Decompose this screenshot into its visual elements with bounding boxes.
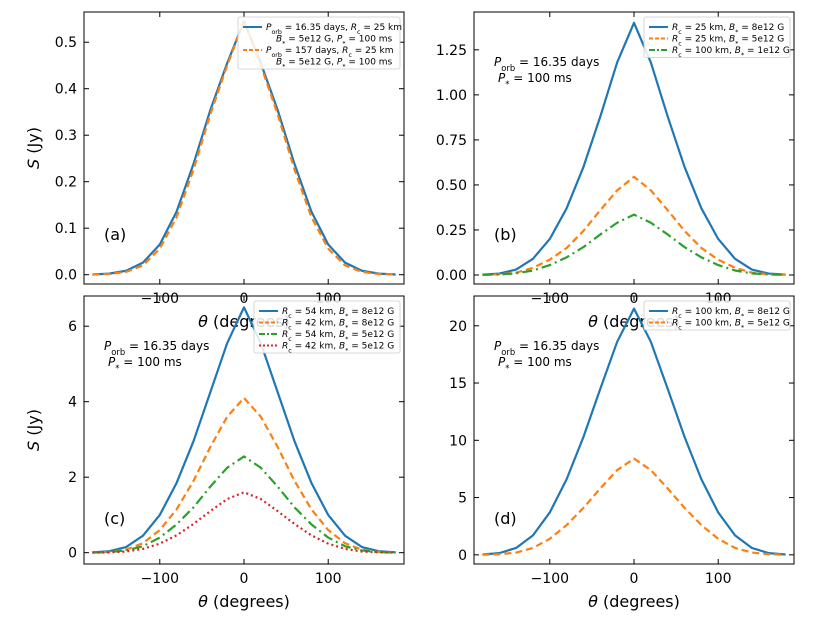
legend: Rc = 100 km, B* = 8e12 GRc = 100 km, B* … [643, 300, 791, 332]
x-tick-label: −100 [531, 571, 569, 587]
legend-entry: Rc = 42 km, B* = 5e12 G [282, 342, 394, 355]
y-tick-label: 0 [68, 546, 77, 562]
y-tick-label: 4 [68, 395, 77, 411]
annotation-text: P* = 100 ms [108, 355, 182, 373]
series-line-1 [92, 306, 396, 554]
series-line-1 [482, 307, 786, 556]
legend-entry: Rc = 54 km, B* = 5e12 G [282, 330, 394, 343]
legend: Rc = 25 km, B* = 8e12 GRc = 25 km, B* = … [643, 16, 791, 59]
legend-box [643, 300, 791, 331]
y-tick-label: 10 [449, 433, 467, 449]
legend-entry: B* = 5e12 G, P* = 100 ms [276, 58, 393, 71]
legend-entry: Porb = 16.35 days, Rc = 25 km [266, 23, 402, 36]
y-tick-label: 0.5 [55, 35, 77, 51]
y-axis-label: S (Jy) [24, 409, 43, 451]
annotation-text: P* = 100 ms [498, 355, 572, 373]
series-line-2 [482, 457, 786, 556]
series-line-2 [482, 175, 786, 276]
legend-box [237, 16, 401, 70]
annotation-text: Porb = 16.35 days [494, 339, 599, 357]
series-line-2 [92, 396, 396, 554]
y-tick-label: 0.75 [436, 133, 467, 149]
x-tick-label: 0 [630, 571, 639, 587]
y-tick-label: 0.3 [55, 128, 77, 144]
legend-entry: Rc = 42 km, B* = 8e12 G [282, 319, 394, 332]
panel-label: (c) [104, 509, 125, 528]
panel-c: −100 0 100 0 2 4 6 θ (degrees) S (Jy) (c) Porb = 1… [24, 295, 405, 611]
series-line-4 [92, 491, 396, 554]
y-tick-label: 0.25 [436, 223, 467, 239]
legend-entry: B* = 5e12 G, P* = 100 ms [276, 35, 393, 48]
y-tick-label: 0.2 [55, 175, 77, 191]
x-tick-label: −100 [141, 571, 179, 587]
y-tick-label: 1.25 [436, 43, 467, 59]
legend-entry: Rc = 54 km, B* = 8e12 G [282, 307, 394, 320]
y-tick-label: 1.00 [436, 88, 467, 104]
x-axis-label: θ (degrees) [198, 592, 290, 611]
y-axis-label: S (Jy) [24, 127, 43, 169]
legend-entry: Rc = 25 km, B* = 5e12 G [672, 35, 784, 48]
y-tick-label: 0.00 [436, 268, 467, 284]
legend-entry: Rc = 25 km, B* = 8e12 G [672, 23, 784, 36]
x-tick-label: 100 [315, 571, 342, 587]
legend-box [253, 300, 401, 354]
y-tick-label: 0 [458, 548, 467, 564]
y-tick-label: 5 [458, 491, 467, 507]
panel-label: (b) [494, 225, 517, 244]
y-tick-label: 0.0 [55, 268, 77, 284]
y-tick-label: 2 [68, 470, 77, 486]
panel-label: (a) [104, 225, 126, 244]
panel-label: (d) [494, 509, 517, 528]
x-tick-label: 0 [240, 571, 249, 587]
annotation-text: P* = 100 ms [498, 71, 572, 89]
x-tick-label: 100 [705, 571, 732, 587]
legend: Rc = 54 km, B* = 8e12 GRc = 42 km, B* = … [253, 300, 401, 355]
legend-entry: Porb = 157 days, Rc = 25 km [266, 46, 393, 59]
series-line-2 [92, 20, 396, 276]
y-tick-label: 20 [449, 319, 467, 335]
legend-entry: Rc = 100 km, B* = 5e12 G [672, 319, 790, 332]
series-line-3 [92, 455, 396, 554]
annotation-text: Porb = 16.35 days [104, 339, 209, 357]
legend: Porb = 16.35 days, Rc = 25 kmB* = 5e12 G… [237, 16, 402, 71]
y-tick-label: 15 [449, 376, 467, 392]
axes-frame [473, 295, 795, 565]
x-axis-label: θ (degrees) [588, 592, 680, 611]
legend-box [643, 16, 791, 58]
y-tick-label: 0.4 [55, 82, 77, 98]
series-line-3 [482, 213, 786, 276]
y-tick-label: 0.1 [55, 221, 77, 237]
legend-entry: Rc = 100 km, B* = 8e12 G [672, 307, 790, 320]
panel-d: −100 0 100 0 5 10 15 20 θ (degrees) (d) Porb = 16.… [449, 295, 795, 611]
series-line-1 [482, 21, 786, 276]
annotation-text: Porb = 16.35 days [494, 55, 599, 73]
legend-entry: Rc = 100 km, B* = 1e12 G [672, 46, 790, 59]
y-tick-label: 6 [68, 319, 77, 335]
y-tick-label: 0.50 [436, 178, 467, 194]
